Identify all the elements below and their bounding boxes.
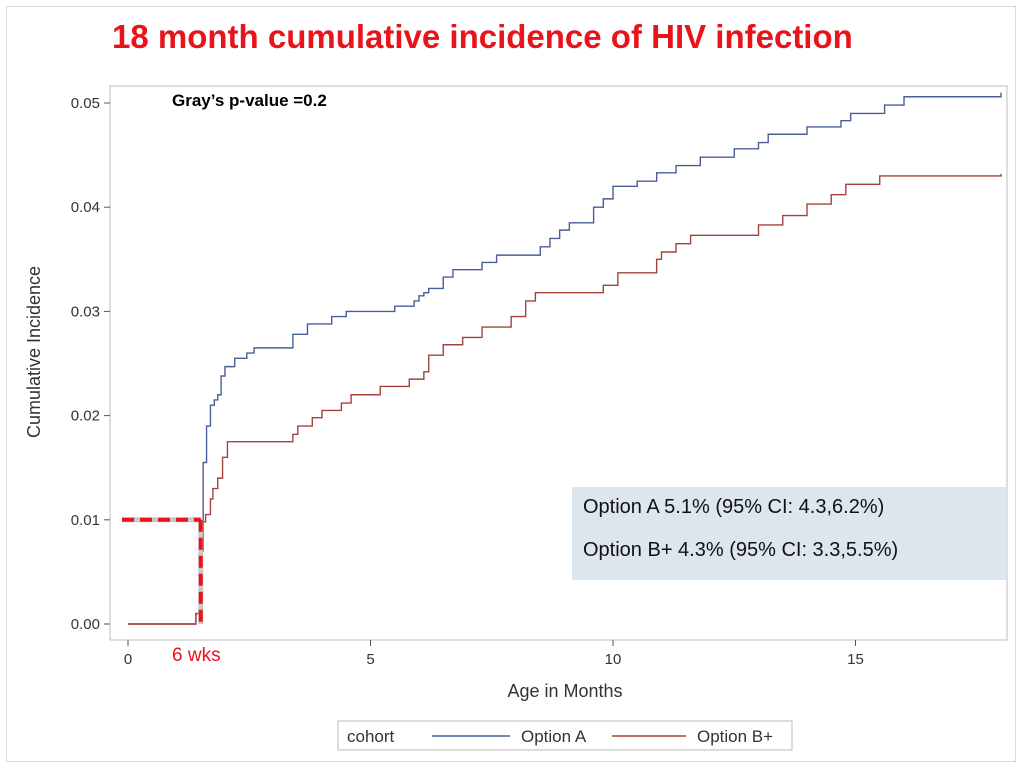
x-tick-label: 0 <box>124 651 132 668</box>
slide-frame <box>6 6 1016 762</box>
y-axis-title: Cumulative Incidence <box>24 266 44 438</box>
x-tick-label: 15 <box>847 651 864 668</box>
legend-label-option-b: Option B+ <box>697 727 773 746</box>
legend: cohort Option A Option B+ <box>337 720 793 751</box>
y-tick-label: 0.05 <box>71 95 100 112</box>
plot-border <box>109 85 1008 641</box>
x-tick-label: 10 <box>605 651 622 668</box>
legend-label-option-a: Option A <box>521 727 587 746</box>
six-weeks-label: 6 wks <box>172 645 221 666</box>
x-axis: 0 5 10 15 <box>124 640 864 668</box>
x-tick-label: 5 <box>366 651 374 668</box>
series-line-option-b <box>128 173 1002 625</box>
y-axis: 0.00 0.01 0.02 0.03 0.04 0.05 <box>71 95 110 633</box>
y-tick-label: 0.04 <box>71 199 100 216</box>
p-value-label: Gray’s p-value =0.2 <box>172 91 327 110</box>
y-tick-label: 0.01 <box>71 512 100 529</box>
series-line-option-a <box>128 92 1002 625</box>
x-axis-title: Age in Months <box>507 681 622 701</box>
ci-option-b: Option B+ 4.3% (95% CI: 3.3,5.5%) <box>583 539 899 561</box>
y-tick-label: 0.03 <box>71 303 100 320</box>
y-tick-label: 0.02 <box>71 408 100 425</box>
legend-box <box>337 720 793 751</box>
ci-option-a: Option A 5.1% (95% CI: 4.3,6.2%) <box>583 496 885 518</box>
legend-title: cohort <box>347 727 395 746</box>
y-tick-label: 0.00 <box>71 616 100 633</box>
page-title: 18 month cumulative incidence of HIV inf… <box>112 18 853 55</box>
six-week-marker <box>122 517 204 624</box>
series-layer <box>128 92 1002 625</box>
plot-frame <box>109 85 1008 641</box>
confidence-interval-box: Option A 5.1% (95% CI: 4.3,6.2%) Option … <box>572 487 1006 580</box>
